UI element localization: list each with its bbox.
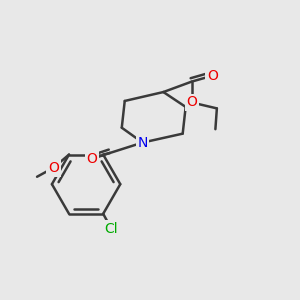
Text: O: O	[207, 69, 218, 83]
Text: O: O	[186, 95, 197, 110]
Text: O: O	[87, 152, 98, 166]
Text: O: O	[48, 161, 59, 175]
Text: N: N	[137, 136, 148, 150]
Text: Cl: Cl	[104, 222, 118, 236]
